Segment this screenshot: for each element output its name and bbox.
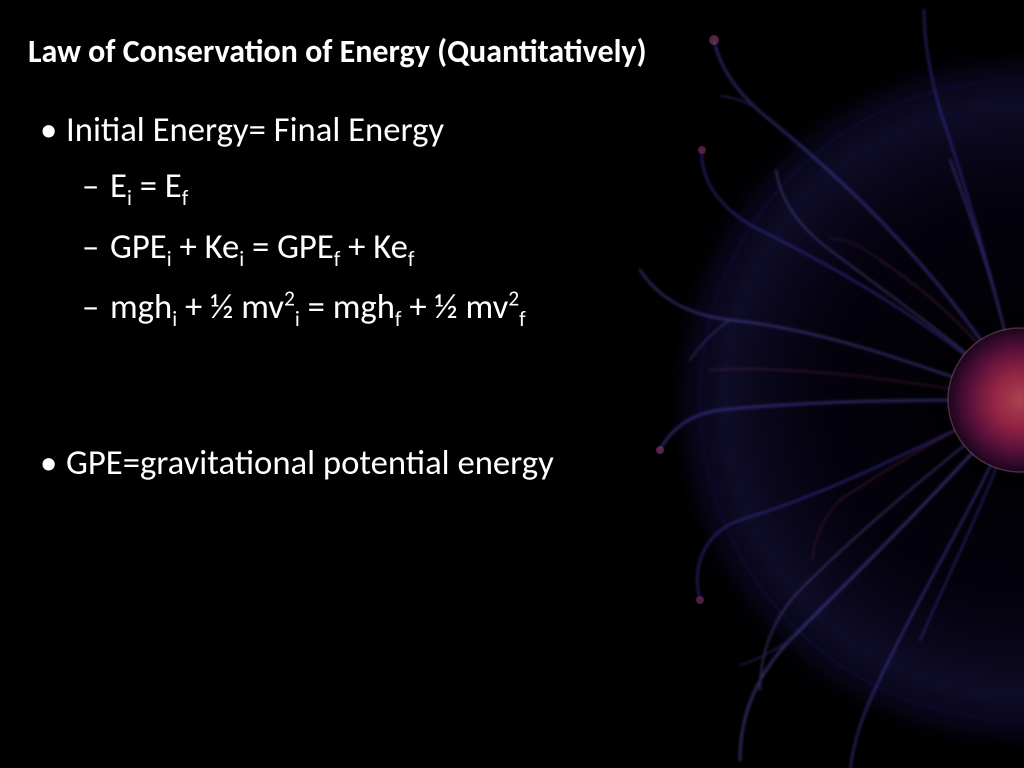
slide-title: Law of Conservation of Energy (Quantitat… <box>28 32 996 71</box>
bullet-gpe-definition: GPE=gravitational potential energy <box>66 438 996 488</box>
bullet-text: GPE=gravitational potential energy <box>66 442 554 484</box>
sub-bullet-mgh-mv2: mghi + ½ mv2i = mghf + ½ mv2f <box>110 282 996 332</box>
sub-bullet-gpe-ke: GPEi + Kei = GPEf + Kef <box>110 222 996 272</box>
sub-bullet-ei-ef: Ei = Ef <box>110 161 996 211</box>
bullet-text: Initial Energy= Final Energy <box>66 109 444 151</box>
bullet-initial-equals-final: Initial Energy= Final Energy Ei = Ef GPE… <box>66 105 996 332</box>
slide-content: Law of Conservation of Energy (Quantitat… <box>0 0 1024 768</box>
spacer <box>66 342 996 438</box>
